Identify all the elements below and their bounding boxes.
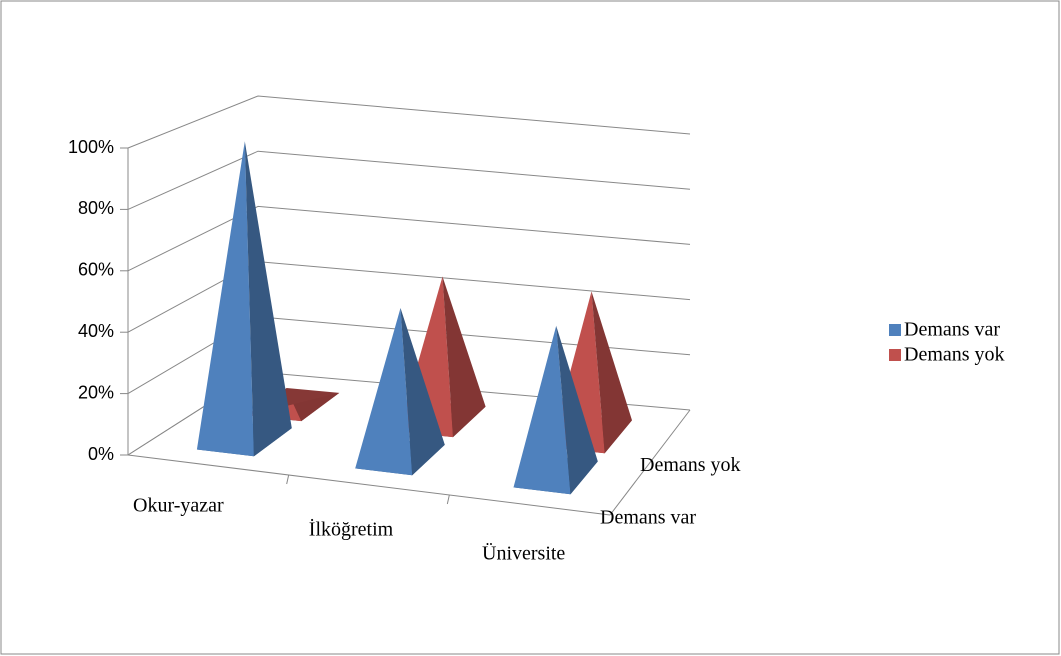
grid-line xyxy=(127,205,691,272)
pyramid-front xyxy=(196,141,254,457)
depth-label: Demans yok xyxy=(640,454,741,476)
x-tick-mark xyxy=(446,494,450,505)
y-tick-label: 100% xyxy=(68,137,114,157)
pyramid-side xyxy=(400,308,445,476)
legend-label: Demans yok xyxy=(904,344,1005,366)
pyramid-front xyxy=(355,308,413,476)
legend-swatch xyxy=(889,324,901,336)
depth-axis xyxy=(609,409,691,516)
pyramid-side xyxy=(244,141,292,457)
legend-swatch xyxy=(889,349,901,361)
y-tick-label: 60% xyxy=(78,260,114,280)
x-tick-label: Okur-yazar xyxy=(133,495,224,517)
x-axis xyxy=(127,454,611,516)
depth-label: Demans var xyxy=(600,506,696,528)
legend-label: Demans var xyxy=(904,319,1000,341)
grid-line xyxy=(127,150,691,210)
y-tick-label: 20% xyxy=(78,382,114,402)
pyramid-front xyxy=(513,325,571,495)
grid-line xyxy=(127,95,691,149)
pyramid-side xyxy=(556,325,598,495)
x-tick-label: Üniversite xyxy=(482,542,565,565)
y-tick-label: 40% xyxy=(78,321,114,341)
pyramid-side xyxy=(591,291,632,454)
y-tick-label: 80% xyxy=(78,198,114,218)
pyramid-side xyxy=(293,392,340,422)
x-tick-mark xyxy=(286,474,290,485)
y-tick-label: 0% xyxy=(88,444,114,464)
x-tick-label: İlköğretim xyxy=(309,518,394,541)
pyramid-side xyxy=(442,276,486,438)
